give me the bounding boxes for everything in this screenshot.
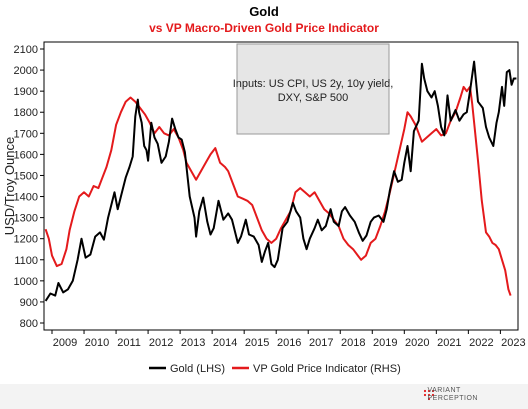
legend: Gold (LHS) VP Gold Price Indicator (RHS) (149, 363, 401, 375)
series-line-gold (44, 60, 517, 302)
y-tick-label: 1400 (14, 192, 38, 204)
annotation-line-2: DXY, S&P 500 (278, 92, 349, 104)
chart-subtitle: vs VP Macro-Driven Gold Price Indicator (149, 21, 379, 35)
y-tick-label: 1600 (14, 149, 38, 161)
gold-chart: Gold vs VP Macro-Driven Gold Price Indic… (2, 4, 526, 375)
y-tick-label: 1200 (14, 234, 38, 246)
x-tick-label: 2015 (245, 337, 269, 349)
y-tick-label: 900 (20, 297, 38, 309)
chart-title: Gold (249, 4, 279, 19)
brand-line-2: PERCEPTION (427, 395, 478, 402)
x-tick-label: 2012 (149, 337, 173, 349)
y-tick-label: 1300 (14, 213, 38, 225)
x-tick-label: 2020 (405, 337, 429, 349)
footer-bar: VARIANT PERCEPTION (0, 384, 528, 409)
x-tick-label: 2019 (373, 337, 397, 349)
y-tick-label: 1500 (14, 170, 38, 182)
x-tick-label: 2009 (53, 337, 77, 349)
x-axis-ticks: 2009 2010 2011 2012 2013 2014 2015 2016 2017 2018… (51, 330, 526, 349)
legend-label-gold: Gold (LHS) (170, 363, 225, 375)
y-tick-label: 1000 (14, 276, 38, 288)
series-layer (44, 60, 517, 302)
x-tick-label: 2011 (117, 337, 141, 349)
annotation-line-1: Inputs: US CPI, US 2y, 10y yield, (233, 78, 394, 90)
y-axis-ticks: 800 900 1000 1100 1200 1300 1400 1500 1600 1700 18… (14, 44, 44, 330)
x-tick-label: 2018 (341, 337, 365, 349)
x-tick-label: 2017 (309, 337, 333, 349)
variant-perception-logo-icon (423, 389, 435, 401)
y-tick-label: 1700 (14, 128, 38, 140)
y-tick-label: 1900 (14, 86, 38, 98)
x-tick-label: 2014 (213, 337, 237, 349)
x-tick-label: 2021 (437, 337, 461, 349)
plot-axes (43, 41, 519, 331)
x-tick-label: 2010 (85, 337, 109, 349)
y-tick-label: 2000 (14, 65, 38, 77)
y-tick-label: 1800 (14, 107, 38, 119)
x-tick-label: 2013 (181, 337, 205, 349)
y-tick-label: 800 (20, 318, 38, 330)
legend-label-indicator: VP Gold Price Indicator (RHS) (253, 363, 401, 375)
x-tick-label: 2023 (501, 337, 525, 349)
y-tick-label: 2100 (14, 44, 38, 56)
brand-name: VARIANT PERCEPTION (427, 387, 478, 403)
x-tick-label: 2022 (469, 337, 493, 349)
y-tick-label: 1100 (14, 255, 38, 267)
annotation-box: Inputs: US CPI, US 2y, 10y yield, DXY, S… (233, 43, 394, 135)
y-axis-label: USD/Troy Ounce (2, 137, 17, 236)
brand-line-1: VARIANT (427, 387, 461, 394)
plot-frame (43, 41, 519, 331)
x-tick-label: 2016 (277, 337, 301, 349)
